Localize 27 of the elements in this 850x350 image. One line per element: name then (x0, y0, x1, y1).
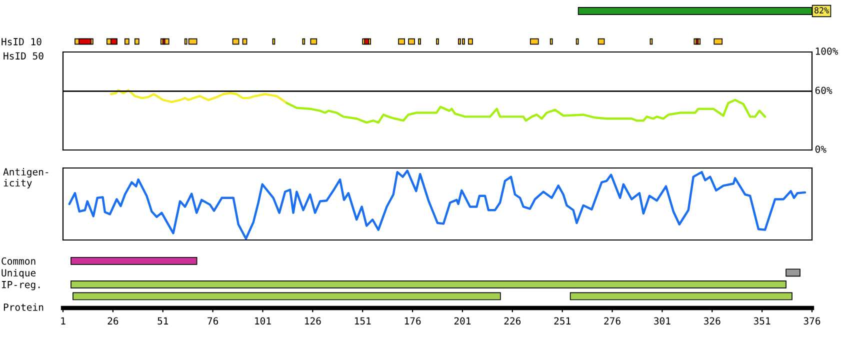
y-tick-label: Common (2, 257, 36, 265)
x-tick-label: 126 (305, 317, 321, 325)
x-axis-title: Protein (4, 303, 44, 311)
x-tick-label: 376 (804, 317, 820, 325)
x-tick-label: 301 (654, 317, 670, 325)
x-tick-label: 151 (354, 317, 371, 325)
y-tick-label: 100% (816, 47, 838, 55)
text: 82% (814, 7, 829, 14)
y-tick-label: IP-reg. (2, 281, 40, 290)
x-tick-label: 201 (454, 317, 471, 325)
x-tick-label: 251 (554, 317, 570, 325)
y-axis-title: Antigen- icity (3, 168, 48, 188)
x-tick-label: 26 (108, 317, 118, 325)
y-tick-label: 60% (815, 86, 832, 94)
x-tick-label: 101 (255, 317, 271, 325)
x-tick-label: 276 (604, 317, 620, 325)
x-tick-label: 176 (404, 317, 421, 325)
y-tick-label: Unique (2, 268, 36, 278)
x-tick-label: 1 (61, 317, 66, 324)
x-tick-label: 51 (158, 317, 168, 325)
x-tick-label: 351 (754, 317, 770, 325)
x-tick-label: 326 (704, 317, 720, 325)
x-tick-label: 226 (504, 317, 521, 325)
y-axis-title: HsID 50 (4, 52, 44, 60)
y-tick-label: HsID 10 (2, 38, 42, 46)
x-tick-label: 76 (208, 317, 218, 325)
y-tick-label: 0% (815, 145, 826, 153)
